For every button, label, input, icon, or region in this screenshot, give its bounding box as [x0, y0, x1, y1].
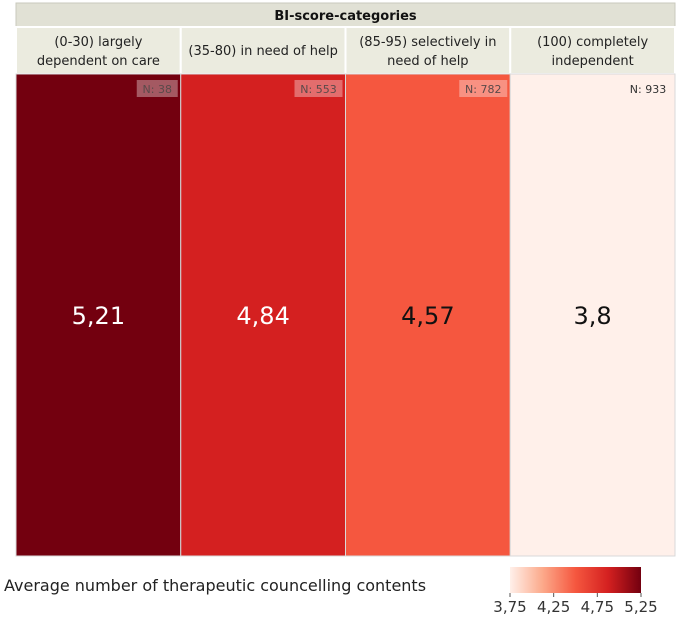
category-label-1-line2: dependent on care	[37, 54, 160, 69]
category-label-2-line1: (35-80) in need of help	[188, 44, 337, 59]
count-label-3: N: 782	[465, 83, 501, 96]
count-badge-3	[459, 80, 508, 97]
colorbar-tick-2: 4,25	[536, 598, 571, 616]
category-label-4-line2: independent	[552, 54, 634, 69]
colorbar-label: Average number of therapeutic councellin…	[4, 576, 427, 595]
count-badge-2	[294, 80, 343, 97]
count-label-4: N: 933	[630, 83, 666, 96]
value-label-4: 3,8	[574, 302, 612, 330]
value-label-1: 5,21	[72, 302, 125, 330]
heatmap-cell-1	[15, 73, 182, 557]
category-label-1-line1: (0-30) largely	[54, 35, 142, 50]
colorbar-tick-1: 3,75	[493, 598, 527, 616]
value-label-2: 4,84	[236, 302, 289, 330]
chart-title: BI-score-categories	[274, 9, 417, 24]
colorbar	[510, 567, 641, 593]
count-label-2: N: 553	[300, 83, 336, 96]
heatmap-cell-3	[345, 73, 511, 557]
colorbar-tick-3: 4,75	[580, 598, 615, 616]
count-label-1: N: 38	[143, 83, 172, 96]
category-label-4-line1: (100) completely	[537, 35, 648, 50]
count-badge-1	[136, 80, 178, 97]
heatmap-cell-4	[509, 73, 676, 557]
title-bar	[15, 2, 676, 28]
category-header-1	[15, 26, 182, 75]
category-label-3-line1: (85-95) selectively in	[359, 35, 496, 50]
category-label-3-line2: need of help	[387, 54, 468, 69]
heatmap-cell-2	[180, 73, 346, 557]
value-label-3: 4,57	[401, 302, 454, 330]
colorbar-tick-4: 5,25	[624, 598, 658, 616]
